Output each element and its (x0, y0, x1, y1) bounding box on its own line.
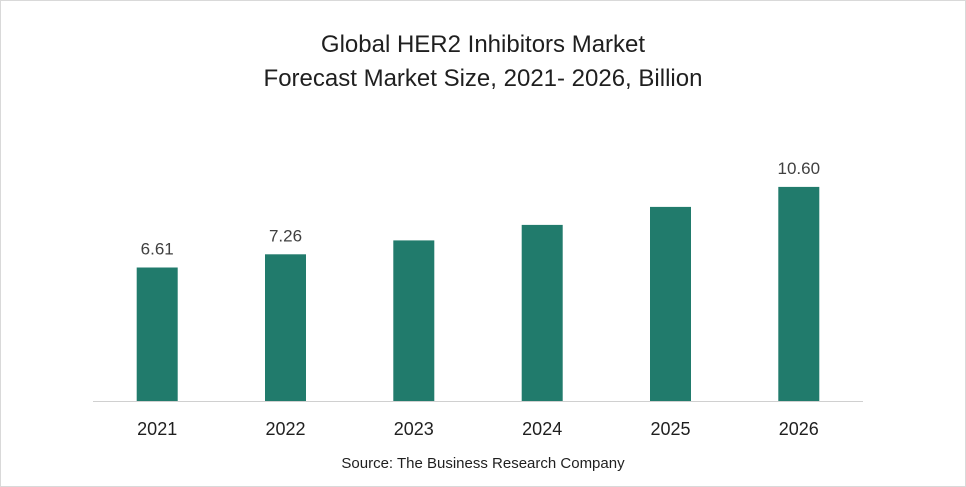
bar-2021 (136, 267, 178, 401)
x-tick-label-2023: 2023 (394, 419, 434, 439)
x-tick-label-2025: 2025 (650, 419, 690, 439)
data-label-2022: 7.26 (269, 226, 302, 245)
chart-title: Global HER2 Inhibitors Market (320, 31, 646, 58)
bars-group (136, 186, 820, 401)
x-tick-label-2021: 2021 (137, 419, 177, 439)
x-tick-label-2026: 2026 (779, 419, 819, 439)
chart-subtitle: Forecast Market Size, 2021- 2026, Billio… (263, 65, 703, 92)
x-tick-label-2022: 2022 (265, 419, 305, 439)
bar-2026 (778, 186, 820, 401)
data-label-2021: 6.61 (141, 240, 174, 259)
bar-2022 (265, 254, 306, 401)
x-axis-ticks-group: 2021 2022 2023 2024 2025 2026 (137, 419, 819, 439)
bar-2024 (521, 224, 563, 401)
x-tick-label-2024: 2024 (522, 419, 562, 439)
data-labels-group: 6.61 7.26 10.60 (141, 159, 820, 259)
source-note: Source: The Business Research Company (341, 455, 625, 472)
bar-2023 (393, 240, 435, 401)
bar-2025 (650, 206, 691, 401)
data-label-2026: 10.60 (778, 159, 821, 178)
